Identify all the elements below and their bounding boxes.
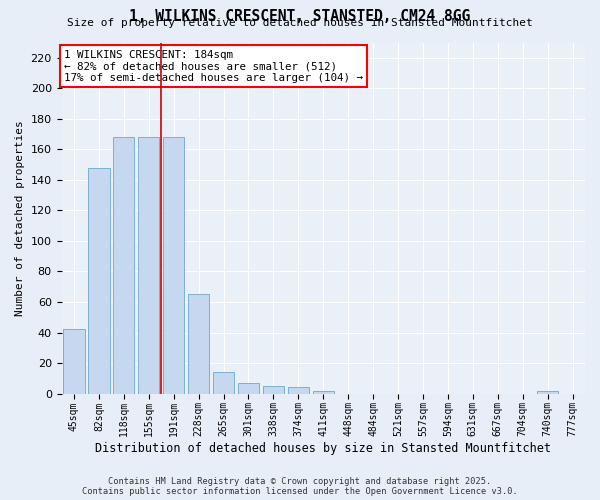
- Text: 1 WILKINS CRESCENT: 184sqm
← 82% of detached houses are smaller (512)
17% of sem: 1 WILKINS CRESCENT: 184sqm ← 82% of deta…: [64, 50, 363, 82]
- Bar: [88, 168, 110, 394]
- Bar: [288, 388, 309, 394]
- Bar: [213, 372, 234, 394]
- Y-axis label: Number of detached properties: Number of detached properties: [15, 120, 25, 316]
- Text: Contains HM Land Registry data © Crown copyright and database right 2025.
Contai: Contains HM Land Registry data © Crown c…: [82, 476, 518, 496]
- Bar: [138, 137, 160, 394]
- Bar: [163, 137, 184, 394]
- Bar: [313, 390, 334, 394]
- Bar: [537, 390, 558, 394]
- Text: Size of property relative to detached houses in Stansted Mountfitchet: Size of property relative to detached ho…: [67, 18, 533, 28]
- Bar: [238, 383, 259, 394]
- Bar: [64, 330, 85, 394]
- Bar: [188, 294, 209, 394]
- Bar: [113, 137, 134, 394]
- Bar: [263, 386, 284, 394]
- Text: 1, WILKINS CRESCENT, STANSTED, CM24 8GG: 1, WILKINS CRESCENT, STANSTED, CM24 8GG: [130, 9, 470, 24]
- X-axis label: Distribution of detached houses by size in Stansted Mountfitchet: Distribution of detached houses by size …: [95, 442, 551, 455]
